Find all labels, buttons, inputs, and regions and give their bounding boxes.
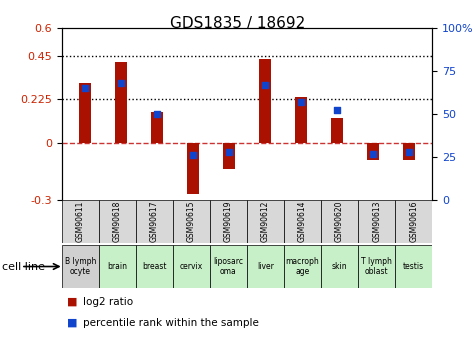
FancyBboxPatch shape [99,245,136,288]
Point [369,151,377,156]
FancyBboxPatch shape [321,200,358,243]
Text: GSM90616: GSM90616 [409,201,418,243]
FancyBboxPatch shape [358,245,395,288]
FancyBboxPatch shape [358,200,395,243]
Text: cervix: cervix [180,262,203,271]
Bar [403,142,416,160]
Text: GDS1835 / 18692: GDS1835 / 18692 [170,16,305,30]
FancyBboxPatch shape [284,245,321,288]
Text: cell line: cell line [2,263,46,272]
Bar [114,62,127,142]
Text: liposarc
oma: liposarc oma [213,257,244,276]
Text: breast: breast [142,262,167,271]
FancyBboxPatch shape [136,245,173,288]
FancyBboxPatch shape [395,200,432,243]
Point [81,85,89,91]
Text: GSM90617: GSM90617 [150,201,159,243]
Bar [187,142,200,194]
Point [297,99,305,105]
Text: macroph
age: macroph age [285,257,320,276]
Text: liver: liver [257,262,274,271]
Bar [367,142,380,160]
Point [261,82,269,87]
FancyBboxPatch shape [136,200,173,243]
Point [225,149,233,155]
Text: GSM90618: GSM90618 [113,201,122,242]
Text: GSM90613: GSM90613 [372,201,381,243]
Bar [78,83,91,142]
Text: testis: testis [403,262,424,271]
FancyBboxPatch shape [173,245,210,288]
Text: B lymph
ocyte: B lymph ocyte [65,257,96,276]
FancyBboxPatch shape [62,200,99,243]
FancyBboxPatch shape [321,245,358,288]
Text: GSM90614: GSM90614 [298,201,307,243]
Text: GSM90620: GSM90620 [335,201,344,243]
Text: GSM90611: GSM90611 [76,201,85,242]
FancyBboxPatch shape [62,245,99,288]
Point [405,149,413,155]
Text: log2 ratio: log2 ratio [83,297,133,307]
FancyBboxPatch shape [284,200,321,243]
FancyBboxPatch shape [395,245,432,288]
Text: GSM90612: GSM90612 [261,201,270,242]
Bar [294,97,307,142]
Bar [151,112,163,142]
Text: ■: ■ [66,297,77,307]
FancyBboxPatch shape [247,245,284,288]
Point [189,152,197,158]
Point [153,111,161,117]
FancyBboxPatch shape [173,200,210,243]
Text: T lymph
oblast: T lymph oblast [361,257,392,276]
FancyBboxPatch shape [99,200,136,243]
Bar [331,118,343,142]
Bar [223,142,235,169]
FancyBboxPatch shape [210,200,247,243]
FancyBboxPatch shape [210,245,247,288]
Bar [259,59,271,142]
Point [117,80,125,86]
Text: ■: ■ [66,318,77,327]
Text: brain: brain [107,262,127,271]
Text: GSM90615: GSM90615 [187,201,196,243]
Text: percentile rank within the sample: percentile rank within the sample [83,318,259,327]
Point [333,108,341,113]
FancyBboxPatch shape [247,200,284,243]
Text: skin: skin [332,262,347,271]
Text: GSM90619: GSM90619 [224,201,233,243]
